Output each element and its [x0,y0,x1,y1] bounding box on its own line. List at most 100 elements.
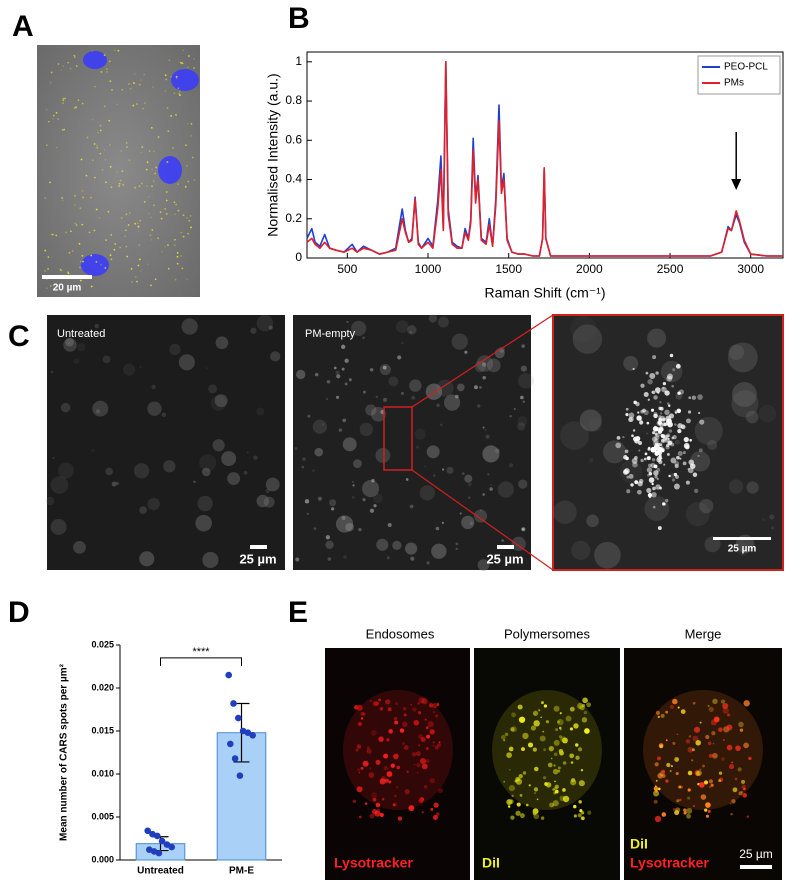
spot [692,701,696,705]
cell [386,556,390,560]
cell [139,551,155,567]
cell [407,325,417,335]
vesicle [187,66,189,69]
vesicle [147,195,150,198]
vesicle [109,80,112,83]
vesicle [678,389,684,395]
cell [436,379,454,397]
vesicle [107,210,110,213]
cell [122,363,136,376]
y-tick-label: 0 [295,250,302,264]
cell [102,355,111,364]
vesicle [127,224,130,226]
plot-frame [306,51,784,259]
vesicle [656,477,659,481]
vesicle [651,390,656,395]
spot [433,802,439,808]
vesicle [677,450,683,456]
vesicle [646,421,650,425]
cell [202,551,219,569]
vesicle [179,61,182,64]
vesicle [106,71,108,73]
vesicle [656,467,661,472]
cell [250,327,257,334]
spot [540,716,543,719]
vesicle [654,435,660,441]
spot [562,795,570,803]
spot [360,766,364,770]
y-tick-label: 0.4 [285,172,302,186]
cell [623,355,639,371]
vesicle [168,59,171,62]
vesicle [74,194,76,197]
vesicle [173,92,176,95]
y-tick-label: 0.8 [285,93,302,107]
vesicle [81,102,84,105]
spot [429,729,435,735]
vesicle [67,61,70,64]
spot [699,721,702,724]
vesicle [55,234,58,237]
spot [705,802,711,808]
spot [678,785,682,789]
vesicle [173,201,176,204]
vesicle [698,448,703,453]
spot [712,698,718,705]
vesicle [658,486,662,490]
cell [728,344,745,360]
cell [419,485,435,501]
cell [60,402,71,413]
column-header: Endosomes [366,626,435,641]
cell [151,384,156,390]
vesicle [657,429,663,434]
spot [392,803,396,807]
spot [521,747,525,752]
data-point [236,772,244,780]
vesicle [100,71,103,73]
vesicle [73,107,76,109]
cell [400,391,405,395]
cell [314,372,319,377]
vesicle [668,440,673,445]
spot [552,768,559,775]
spot [515,778,523,785]
glow [643,690,763,810]
vesicle [674,411,678,414]
vesicle [167,267,170,270]
vesicle [103,149,106,151]
vesicle [193,58,196,60]
spot [683,808,687,812]
spot [386,771,393,778]
data-point [249,732,256,739]
vesicle [103,105,106,108]
vesicle [638,440,643,445]
cell [477,559,490,571]
vesicle [101,169,104,171]
vesicle [151,229,154,231]
vesicle [121,88,124,91]
vesicle [126,255,129,258]
cell [358,527,362,532]
spot [399,728,405,733]
cell [379,363,391,376]
data-point [230,700,237,707]
vesicle [687,410,692,414]
cell [270,351,281,362]
spot [553,752,558,757]
vesicle [129,87,132,90]
cell [335,370,340,375]
vesicle [685,480,690,485]
legend-label: PMs [724,78,744,89]
cell [340,344,346,350]
cell [341,367,345,371]
vesicle [90,254,93,257]
spot [421,811,424,814]
spot [721,757,725,761]
vesicle [157,237,159,240]
vesicle [633,400,637,405]
cell [455,547,458,551]
vesicle [108,60,111,63]
cell [437,316,449,328]
vesicle [651,482,654,486]
vesicle [157,136,160,138]
